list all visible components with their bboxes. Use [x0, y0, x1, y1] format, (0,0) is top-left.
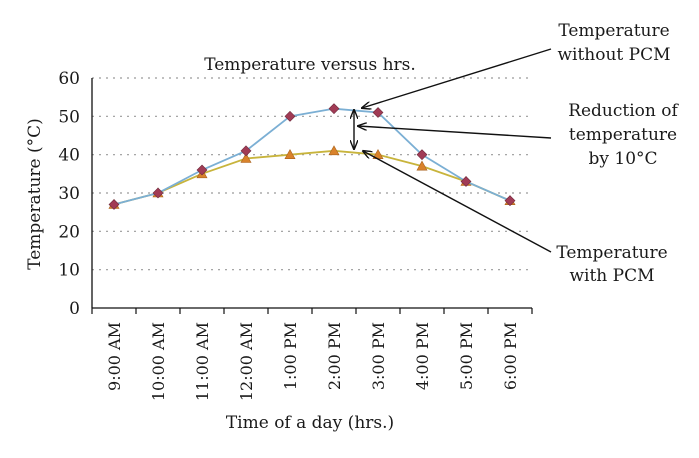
annotation-with-pcm: Temperature with PCM — [363, 151, 668, 286]
annotation-reduction-line2: temperature — [569, 125, 677, 145]
annotation-reduction-arrow — [358, 126, 552, 139]
data-point-without-pcm — [240, 145, 252, 157]
series — [108, 103, 516, 210]
x-tick-label: 10:00 AM — [149, 322, 168, 401]
annotation-reduction: Reduction of temperature by 10°C — [354, 101, 679, 169]
x-tick-labels: 9:00 AM 10:00 AM 11:00 AM 12:00 AM 1:00 PM 2:… — [105, 322, 520, 401]
data-point-with-pcm — [416, 160, 428, 171]
y-axis-label: Temperature (°C) — [25, 118, 45, 270]
data-point-without-pcm — [196, 164, 208, 176]
annotation-without-pcm-line2: without PCM — [557, 45, 670, 65]
y-tick-label: 40 — [58, 146, 80, 166]
y-tick-label: 50 — [58, 107, 80, 127]
data-point-with-pcm — [240, 152, 252, 163]
annotation-with-pcm-line1: Temperature — [556, 243, 667, 263]
annotation-without-pcm-arrow — [362, 48, 552, 108]
y-tick-labels: 0 10 20 30 40 50 60 — [58, 69, 80, 319]
x-tick-label: 11:00 AM — [193, 322, 212, 401]
x-tick-label: 5:00 PM — [457, 322, 476, 390]
y-tick-label: 20 — [58, 222, 80, 242]
data-point-without-pcm — [372, 107, 384, 118]
annotation-reduction-line1: Reduction of — [568, 101, 679, 121]
data-point-without-pcm — [504, 195, 516, 207]
data-point-without-pcm — [328, 103, 340, 115]
data-point-without-pcm — [416, 149, 428, 161]
data-point-with-pcm — [284, 149, 296, 159]
series-line-with-pcm — [113, 149, 511, 206]
x-axis-label: Time of a day (hrs.) — [226, 413, 394, 433]
axes — [91, 78, 533, 314]
annotation-reduction-line3: by 10°C — [588, 149, 657, 169]
y-tick-label: 0 — [69, 299, 80, 319]
x-tick-label: 2:00 PM — [325, 322, 344, 390]
x-tick-label: 9:00 AM — [105, 322, 124, 391]
chart-title: Temperature versus hrs. — [204, 55, 416, 75]
x-tick-label: 3:00 PM — [369, 322, 388, 390]
data-point-with-pcm — [328, 145, 340, 156]
annotation-with-pcm-arrow — [363, 151, 552, 253]
series-line-without-pcm — [113, 107, 511, 206]
data-point-without-pcm — [460, 176, 472, 187]
y-tick-label: 10 — [58, 261, 80, 281]
annotation-without-pcm-line1: Temperature — [558, 21, 669, 41]
data-point-without-pcm — [152, 187, 164, 199]
data-point-without-pcm — [284, 110, 296, 122]
annotation-with-pcm-line2: with PCM — [569, 266, 654, 286]
y-tick-label: 30 — [58, 184, 80, 204]
y-tick-label: 60 — [58, 69, 80, 89]
data-point-without-pcm — [108, 199, 120, 210]
x-tick-label: 4:00 PM — [413, 322, 432, 390]
x-tick-label: 1:00 PM — [281, 322, 300, 390]
annotation-without-pcm: Temperature without PCM — [362, 21, 671, 108]
grid-lines — [92, 77, 532, 271]
x-tick-label: 6:00 PM — [501, 322, 520, 390]
x-tick-label: 12:00 AM — [237, 322, 256, 401]
